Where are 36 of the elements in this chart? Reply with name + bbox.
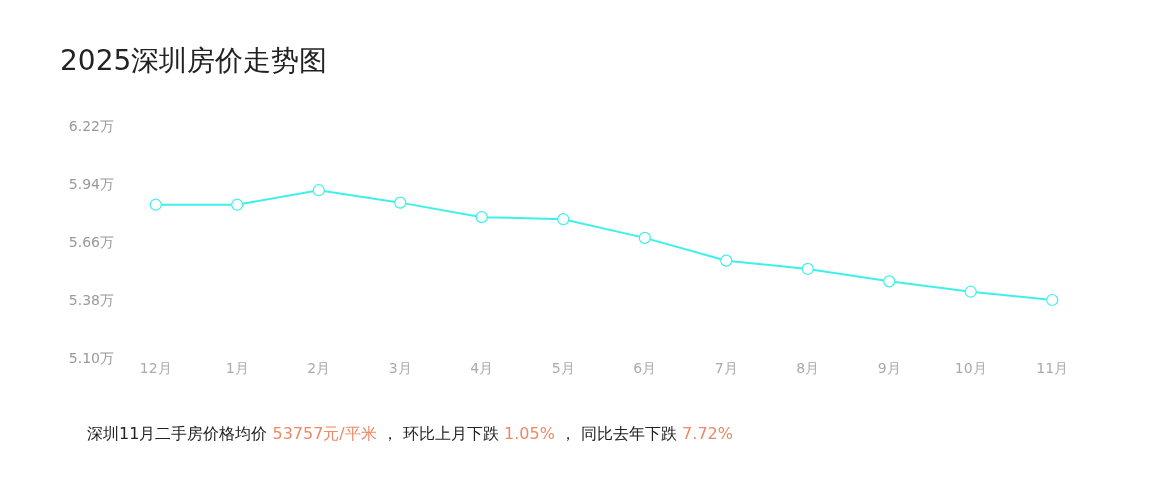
y-tick-label: 5.10万 <box>68 349 114 366</box>
x-tick-label: 4月 <box>470 360 494 376</box>
x-tick-label: 2月 <box>307 360 331 376</box>
x-tick-label: 7月 <box>714 360 738 376</box>
y-tick-label: 5.94万 <box>68 175 114 192</box>
text: ， 环比上月下跌 <box>376 424 505 443</box>
text: 7.72% <box>682 424 733 443</box>
y-tick-label: 6.22万 <box>68 117 114 134</box>
x-tick-label: 3月 <box>388 360 412 376</box>
chart-title: 2025深圳房价走势图 <box>60 43 328 77</box>
point <box>638 231 651 244</box>
text: 1.05% <box>504 424 555 443</box>
point <box>394 196 407 209</box>
point <box>1046 293 1059 307</box>
point <box>801 262 814 276</box>
x-tick-label: 12月 <box>139 360 172 376</box>
point <box>475 211 488 224</box>
y-tick-label: 5.66万 <box>68 233 114 250</box>
point <box>720 254 733 267</box>
x-tick-label: 1月 <box>225 360 249 376</box>
x-tick-label: 11月 <box>1036 360 1069 376</box>
point <box>557 213 570 226</box>
y-tick-label: 5.38万 <box>68 291 114 308</box>
point <box>964 285 977 298</box>
text: 53757元/平米 <box>272 424 377 443</box>
x-tick-label: 6月 <box>633 360 657 376</box>
x-tick-label: 5月 <box>551 360 575 376</box>
x-tick-label: 8月 <box>796 360 820 376</box>
text: 深圳11月二手房价格均价 <box>87 424 273 443</box>
x-tick-label: 10月 <box>954 360 987 376</box>
text: ， 同比去年下跌 <box>554 424 683 443</box>
x-tick-label: 9月 <box>877 360 901 376</box>
point <box>149 198 162 211</box>
point <box>883 275 896 288</box>
point <box>312 184 325 197</box>
point <box>231 198 244 211</box>
